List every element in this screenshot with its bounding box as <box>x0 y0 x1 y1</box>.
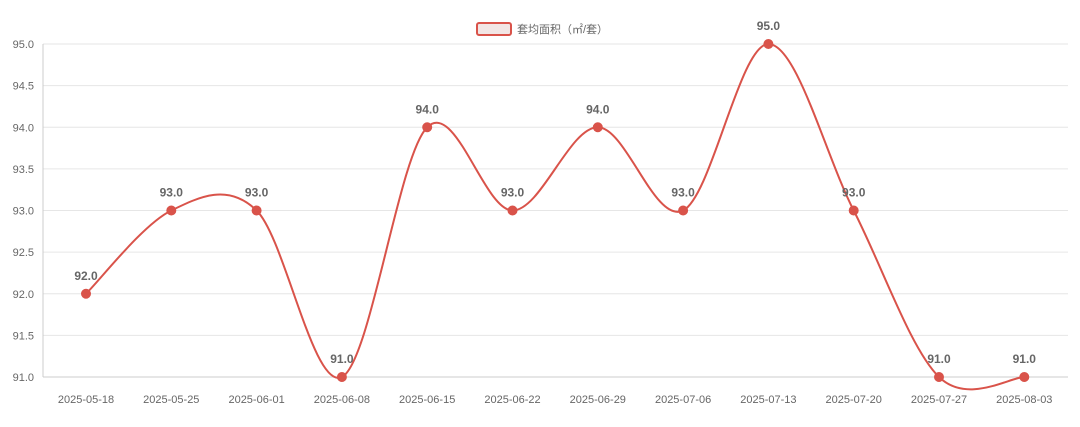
data-point[interactable] <box>1019 372 1030 382</box>
x-tick-label: 2025-06-22 <box>484 394 540 406</box>
data-point[interactable] <box>934 372 944 382</box>
series-line <box>85 42 1025 391</box>
axes <box>42 44 1068 378</box>
data-point[interactable] <box>848 205 859 216</box>
data-point[interactable] <box>81 288 91 299</box>
x-tick-label: 2025-05-18 <box>58 394 114 406</box>
data-point[interactable] <box>251 205 262 216</box>
legend[interactable]: 套均面积（㎡/套） <box>476 22 608 36</box>
data-label: 92.0 <box>74 269 98 283</box>
legend-swatch[interactable] <box>476 22 512 36</box>
x-tick-label: 2025-05-25 <box>143 394 199 406</box>
data-label: 93.0 <box>245 186 269 200</box>
legend-label[interactable]: 套均面积（㎡/套） <box>517 23 608 36</box>
data-label: 94.0 <box>586 102 610 116</box>
grid-lines <box>43 43 1068 378</box>
data-label: 95.0 <box>757 19 781 33</box>
data-label: 94.0 <box>416 102 440 116</box>
y-tick-label: 95.0 <box>13 39 34 51</box>
x-tick-label: 2025-07-27 <box>911 394 967 406</box>
y-tick-label: 93.5 <box>13 164 34 176</box>
y-tick-label: 92.5 <box>13 247 34 259</box>
x-axis-ticks: 2025-05-18 2025-05-25 2025-06-01 2025-06-08… <box>58 394 1053 406</box>
data-labels: 92.0 93.0 93.0 91.0 94.0 93.0 94.0 93.0 95.0 93.0… <box>74 19 1036 366</box>
y-tick-label: 94.0 <box>13 122 34 134</box>
x-tick-label: 2025-07-06 <box>655 394 711 406</box>
data-point[interactable] <box>592 122 603 133</box>
y-tick-label: 91.0 <box>13 372 34 384</box>
y-tick-label: 91.5 <box>13 330 34 342</box>
data-point[interactable] <box>166 205 177 216</box>
x-tick-label: 2025-06-29 <box>570 394 626 406</box>
y-tick-label: 92.0 <box>13 289 34 301</box>
x-tick-label: 2025-06-15 <box>399 394 455 406</box>
data-point[interactable] <box>763 39 774 49</box>
x-tick-label: 2025-08-03 <box>996 394 1052 406</box>
data-point[interactable] <box>422 122 433 133</box>
x-tick-label: 2025-07-20 <box>826 394 882 406</box>
data-label: 93.0 <box>501 186 525 200</box>
y-axis-ticks: 91.0 91.5 92.0 92.5 93.0 93.5 94.0 94.5 95.0 <box>13 39 34 384</box>
data-point[interactable] <box>678 205 689 216</box>
data-label: 91.0 <box>1013 352 1037 366</box>
data-label: 91.0 <box>927 352 951 366</box>
data-label: 93.0 <box>160 186 184 200</box>
y-tick-label: 94.5 <box>13 81 34 93</box>
x-tick-label: 2025-07-13 <box>740 394 796 406</box>
x-tick-label: 2025-06-01 <box>228 394 284 406</box>
data-label: 93.0 <box>671 186 695 200</box>
x-tick-label: 2025-06-08 <box>314 394 370 406</box>
data-point[interactable] <box>507 205 518 216</box>
data-points <box>81 39 1030 382</box>
y-tick-label: 93.0 <box>13 206 34 218</box>
series-line-path <box>85 42 1025 391</box>
data-label: 93.0 <box>842 186 866 200</box>
data-point[interactable] <box>336 372 347 382</box>
data-label: 91.0 <box>330 352 354 366</box>
